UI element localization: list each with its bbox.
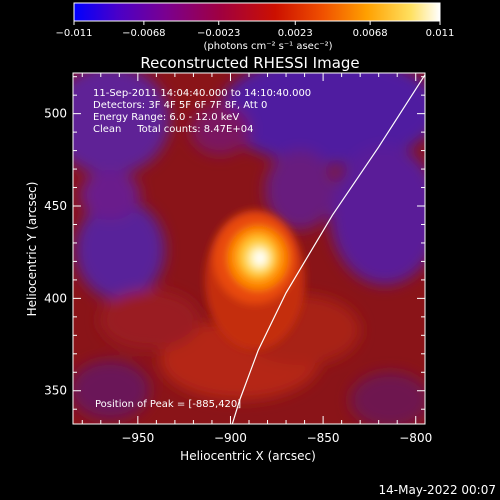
- colorbar-tick-label: 0.0068: [353, 28, 388, 39]
- x-axis: −950 −900 −850 −800: [81, 73, 432, 445]
- y-tick-label: 500: [44, 107, 67, 121]
- chart-title: Reconstructed RHESSI Image: [140, 54, 359, 72]
- colorbar-tick-label: −0.0023: [197, 28, 240, 39]
- annotation-total-counts: Clean Total counts: 8.47E+04: [93, 124, 253, 135]
- x-tick-label: −950: [121, 431, 154, 445]
- annotation-time-range: 11-Sep-2011 14:04:40.000 to 14:10:40.000: [93, 88, 311, 99]
- x-tick-label: −800: [399, 431, 432, 445]
- y-tick-label: 350: [44, 384, 67, 398]
- x-axis-label: Heliocentric X (arcsec): [180, 449, 316, 463]
- annotation-energy-range: Energy Range: 6.0 - 12.0 keV: [93, 112, 239, 123]
- colorbar: [73, 2, 441, 22]
- y-tick-label: 450: [44, 199, 67, 213]
- y-tick-label: 400: [44, 291, 67, 305]
- colorbar-tick-label: −0.0068: [122, 28, 165, 39]
- x-tick-label: −900: [214, 431, 247, 445]
- y-axis-label: Heliocentric Y (arcsec): [25, 182, 39, 317]
- peak-position-label: Position of Peak = [-885,420]: [95, 399, 241, 410]
- timestamp: 14-May-2022 00:07: [379, 483, 496, 497]
- annotation-detectors: Detectors: 3F 4F 5F 6F 7F 8F, Att 0: [93, 100, 267, 111]
- colorbar-tick-label: −0.011: [55, 28, 92, 39]
- colorbar-tick-label: 0.011: [426, 28, 455, 39]
- y-axis: 350 400 450 500: [44, 76, 425, 410]
- heatmap-image: [73, 73, 425, 424]
- colorbar-ticks: [73, 21, 441, 25]
- colorbar-tick-label: 0.0023: [278, 28, 313, 39]
- colorbar-unit-label: (photons cm⁻² s⁻¹ asec⁻²): [203, 41, 332, 52]
- solar-limb-curve: [231, 74, 425, 424]
- x-tick-label: −850: [307, 431, 340, 445]
